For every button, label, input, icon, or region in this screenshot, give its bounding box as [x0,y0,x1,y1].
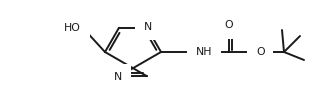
Text: N: N [114,72,122,82]
Text: N: N [144,22,152,32]
Text: HO: HO [64,23,81,33]
Text: O: O [225,20,233,30]
Text: NH: NH [196,47,212,57]
Text: O: O [256,47,265,57]
